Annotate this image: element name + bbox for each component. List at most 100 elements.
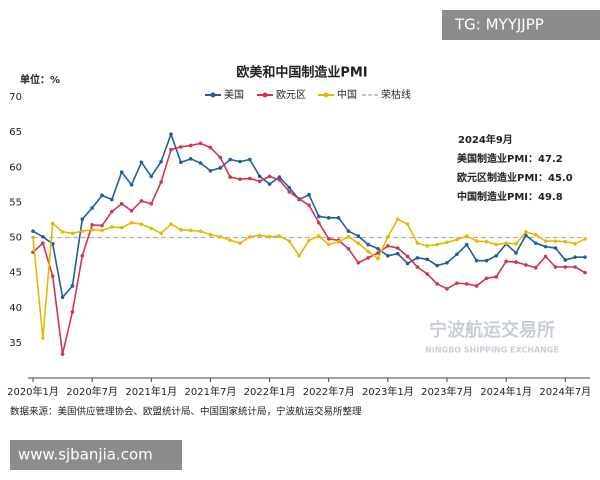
data-point: [415, 241, 420, 245]
data-point: [504, 259, 508, 264]
data-point: [346, 246, 351, 251]
legend-dot: [210, 92, 216, 98]
data-point: [445, 240, 449, 245]
data-point: [248, 157, 252, 162]
watermark-logo: 宁波航运交易所: [429, 319, 555, 341]
data-point: [386, 253, 390, 258]
x-tick-label: 2023年7月: [421, 385, 473, 398]
data-point: [326, 216, 331, 220]
data-point: [376, 256, 380, 261]
data-point: [257, 174, 262, 179]
data-point: [267, 234, 272, 239]
data-point: [41, 234, 45, 239]
data-point: [159, 231, 163, 236]
data-point: [90, 206, 94, 210]
data-point: [129, 220, 134, 225]
data-point: [31, 235, 35, 240]
data-point: [149, 174, 154, 179]
data-point: [287, 185, 292, 190]
data-point: [31, 229, 35, 233]
annotation: 2024年9月: [458, 133, 513, 146]
data-point: [425, 272, 430, 276]
data-point: [297, 197, 301, 201]
data-point: [336, 239, 341, 244]
data-point: [179, 145, 183, 149]
watermark-box: [10, 440, 182, 470]
data-point: [267, 182, 272, 186]
data-point: [524, 230, 528, 234]
data-point: [553, 239, 558, 243]
data-point: [543, 244, 548, 249]
data-point: [484, 276, 489, 281]
data-point: [169, 147, 173, 152]
data-point: [90, 227, 94, 232]
data-point: [208, 145, 213, 150]
data-point: [317, 214, 321, 219]
data-point: [139, 222, 144, 226]
data-point: [405, 222, 410, 226]
data-point: [119, 225, 124, 230]
data-point: [169, 222, 173, 226]
data-point: [317, 220, 321, 225]
data-point: [425, 257, 430, 262]
data-point: [277, 178, 282, 182]
data-point: [60, 352, 65, 356]
data-point: [228, 157, 232, 162]
data-point: [198, 161, 203, 165]
y-tick-label: 35: [9, 338, 22, 349]
data-point: [248, 234, 252, 239]
legend-dot: [323, 92, 329, 98]
data-point: [110, 225, 114, 229]
data-point: [218, 155, 223, 160]
data-point: [514, 251, 518, 255]
annotation: 欧元区制造业PMI：45.0: [457, 171, 573, 184]
watermark-box: [442, 10, 600, 40]
data-point: [583, 270, 587, 275]
data-point: [100, 193, 104, 198]
data-point: [188, 157, 193, 161]
data-point: [317, 234, 321, 238]
data-point: [307, 238, 311, 243]
data-point: [524, 263, 528, 267]
data-point: [494, 275, 499, 279]
data-point: [366, 242, 370, 247]
x-tick-label: 2024年7月: [539, 385, 591, 398]
data-point: [218, 234, 223, 239]
data-point: [563, 239, 568, 244]
x-tick-label: 2020年7月: [66, 385, 118, 398]
data-point: [474, 258, 479, 263]
data-point: [543, 239, 548, 243]
data-point: [257, 233, 262, 238]
data-point: [179, 160, 183, 165]
x-tick-label: 2020年1月: [7, 385, 59, 398]
data-point: [80, 229, 85, 233]
data-point: [455, 281, 459, 285]
data-point: [119, 170, 124, 174]
data-point: [326, 242, 331, 247]
data-point: [41, 241, 45, 245]
data-point: [257, 179, 262, 184]
data-point: [287, 190, 292, 194]
legend-label: 美国: [224, 88, 244, 101]
data-point: [80, 217, 85, 222]
data-point: [484, 239, 489, 244]
chart-title: 欧美和中国制造业PMI: [236, 65, 367, 81]
data-point: [297, 253, 301, 258]
data-point: [80, 253, 85, 258]
data-point: [464, 234, 469, 238]
data-point: [504, 241, 508, 245]
data-point: [435, 263, 439, 268]
data-point: [60, 295, 65, 300]
data-point: [149, 201, 154, 206]
data-point: [484, 258, 489, 263]
data-point: [159, 159, 163, 164]
data-point: [533, 232, 538, 237]
x-tick-label: 2022年1月: [244, 385, 296, 398]
data-point: [474, 239, 479, 243]
y-tick-label: 45: [9, 268, 22, 279]
data-point: [455, 252, 459, 257]
data-point: [70, 231, 75, 236]
data-point: [139, 160, 144, 165]
